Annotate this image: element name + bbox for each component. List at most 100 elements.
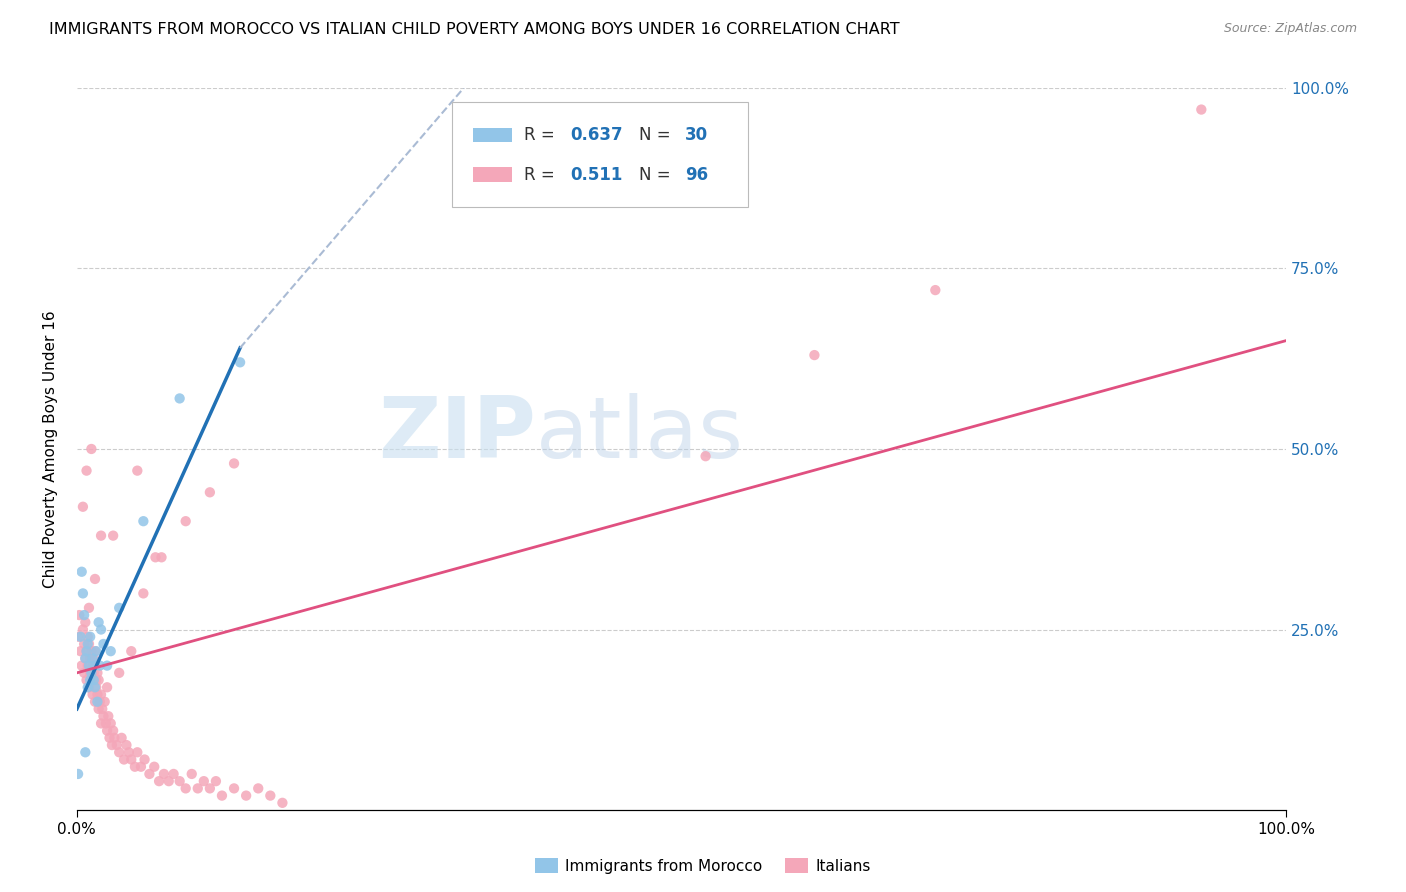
- Point: [96, 658, 118, 673]
- Text: 96: 96: [685, 166, 709, 184]
- FancyBboxPatch shape: [451, 103, 748, 207]
- Point: [76, 644, 98, 658]
- Point: [112, 752, 135, 766]
- Point: [229, 355, 252, 369]
- Point: [75, 615, 97, 630]
- Point: [96, 681, 118, 695]
- Point: [259, 789, 281, 803]
- Point: [83, 651, 105, 665]
- Point: [80, 442, 103, 456]
- Text: 0.637: 0.637: [571, 126, 623, 144]
- Point: [101, 738, 124, 752]
- Point: [100, 716, 122, 731]
- Point: [76, 673, 98, 687]
- Point: [79, 630, 101, 644]
- Point: [93, 709, 115, 723]
- Point: [84, 695, 107, 709]
- Text: atlas: atlas: [536, 393, 744, 476]
- Point: [108, 665, 131, 680]
- Point: [67, 767, 90, 781]
- Point: [132, 514, 155, 528]
- Point: [83, 665, 105, 680]
- Point: [84, 644, 107, 658]
- Text: 30: 30: [685, 126, 709, 144]
- Point: [80, 673, 103, 687]
- Point: [83, 673, 105, 687]
- Point: [193, 774, 215, 789]
- Point: [90, 528, 112, 542]
- Point: [271, 796, 294, 810]
- Text: ZIP: ZIP: [378, 393, 536, 476]
- Point: [94, 716, 117, 731]
- Point: [103, 731, 125, 745]
- Point: [82, 651, 104, 665]
- Point: [98, 731, 121, 745]
- Point: [180, 767, 202, 781]
- Point: [222, 781, 245, 796]
- Legend: Immigrants from Morocco, Italians: Immigrants from Morocco, Italians: [529, 852, 877, 880]
- Text: R =: R =: [524, 166, 565, 184]
- Point: [115, 738, 138, 752]
- Point: [76, 681, 98, 695]
- Point: [1189, 103, 1212, 117]
- Point: [90, 623, 112, 637]
- Point: [138, 767, 160, 781]
- Point: [695, 449, 717, 463]
- Point: [924, 283, 946, 297]
- Point: [72, 586, 94, 600]
- Point: [143, 760, 166, 774]
- Point: [174, 514, 197, 528]
- Point: [222, 457, 245, 471]
- Point: [84, 681, 107, 695]
- Point: [77, 681, 100, 695]
- Point: [108, 745, 131, 759]
- Point: [72, 500, 94, 514]
- FancyBboxPatch shape: [474, 168, 512, 182]
- Point: [73, 637, 96, 651]
- Point: [174, 781, 197, 796]
- Point: [110, 731, 132, 745]
- Point: [87, 615, 110, 630]
- Point: [75, 651, 97, 665]
- Text: IMMIGRANTS FROM MOROCCO VS ITALIAN CHILD POVERTY AMONG BOYS UNDER 16 CORRELATION: IMMIGRANTS FROM MOROCCO VS ITALIAN CHILD…: [49, 22, 900, 37]
- Point: [247, 781, 270, 796]
- Point: [91, 702, 114, 716]
- Point: [70, 565, 93, 579]
- Point: [198, 485, 221, 500]
- Point: [79, 665, 101, 680]
- Point: [129, 760, 152, 774]
- Point: [132, 586, 155, 600]
- Point: [87, 673, 110, 687]
- Point: [84, 572, 107, 586]
- Point: [187, 781, 209, 796]
- Point: [100, 644, 122, 658]
- Point: [82, 658, 104, 673]
- Point: [80, 644, 103, 658]
- Point: [803, 348, 825, 362]
- Point: [120, 752, 142, 766]
- Point: [86, 688, 108, 702]
- Point: [89, 695, 111, 709]
- Point: [76, 644, 98, 658]
- Point: [84, 673, 107, 687]
- Point: [69, 630, 91, 644]
- Point: [82, 688, 104, 702]
- Point: [75, 651, 97, 665]
- Point: [67, 608, 90, 623]
- Y-axis label: Child Poverty Among Boys Under 16: Child Poverty Among Boys Under 16: [44, 310, 58, 588]
- FancyBboxPatch shape: [474, 128, 512, 142]
- Point: [70, 658, 93, 673]
- Point: [148, 774, 170, 789]
- Point: [86, 665, 108, 680]
- Point: [127, 464, 149, 478]
- Point: [169, 392, 191, 406]
- Point: [76, 630, 98, 644]
- Point: [84, 644, 107, 658]
- Point: [77, 658, 100, 673]
- Point: [127, 745, 149, 759]
- Point: [69, 644, 91, 658]
- Text: 0.511: 0.511: [571, 166, 623, 184]
- Point: [76, 637, 98, 651]
- Point: [93, 695, 115, 709]
- Point: [87, 702, 110, 716]
